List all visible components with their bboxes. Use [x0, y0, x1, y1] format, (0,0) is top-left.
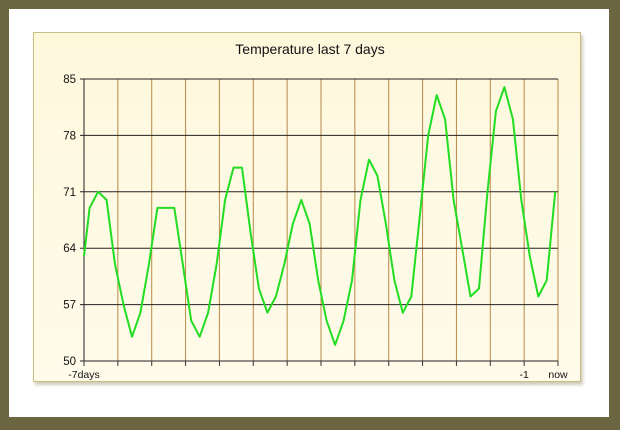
grid-layer	[80, 78, 559, 362]
axis-layer	[83, 79, 559, 366]
y-tick-label: 50	[63, 356, 76, 368]
y-tick-label: 78	[63, 130, 76, 142]
y-tick-label: 64	[63, 243, 76, 255]
tick-label-layer: 50 57 64 71 78 85 -7days -1 now	[63, 74, 568, 381]
x-tick-label: -1	[519, 369, 528, 381]
chart-title: Temperature last 7 days	[235, 41, 384, 57]
temperature-series-line	[83, 86, 557, 346]
temperature-chart: Temperature last 7 days 50 57 64 71 78 85 -7da…	[63, 41, 568, 381]
y-tick-label: 57	[63, 300, 76, 312]
x-tick-label: now	[548, 369, 568, 381]
y-tick-label: 85	[63, 74, 76, 86]
series-layer	[83, 86, 557, 346]
y-tick-label: 71	[63, 187, 76, 199]
chart-panel: Temperature last 7 days 50 57 64 71 78 85 -7da…	[33, 32, 581, 382]
x-tick-label: -7days	[68, 369, 100, 381]
